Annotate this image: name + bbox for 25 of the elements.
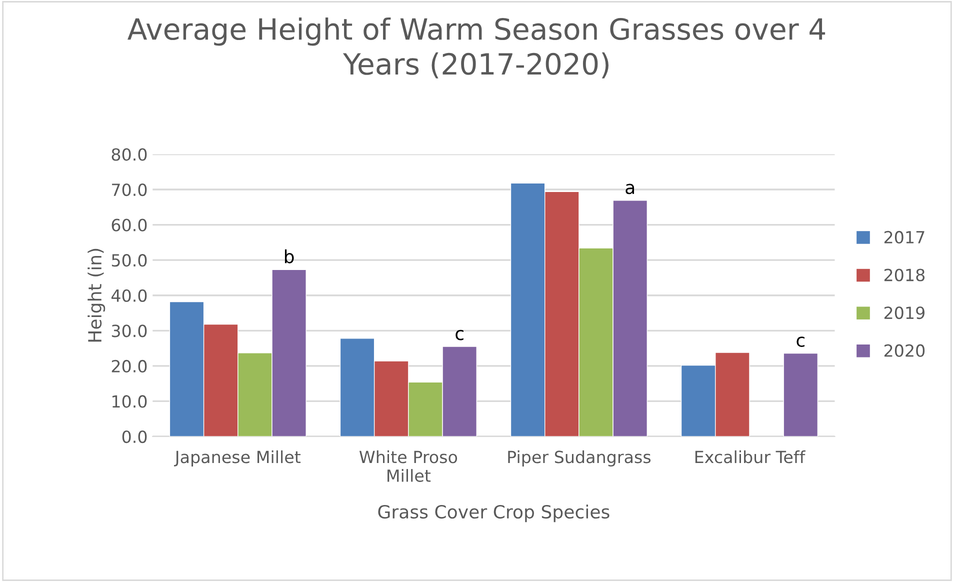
chart-title: Average Height of Warm Season Grasses over 4 Years (2017-2020) bbox=[128, 17, 826, 78]
y-tick-label: 70.0 bbox=[112, 183, 147, 196]
legend-label: 2019 bbox=[884, 306, 924, 320]
annotation: c bbox=[796, 336, 804, 347]
y-tick-label: 80.0 bbox=[112, 148, 147, 161]
x-tick-label: Japanese Millet bbox=[174, 450, 301, 467]
annotation: b bbox=[284, 249, 294, 264]
y-tick-label: 10.0 bbox=[112, 395, 147, 408]
y-tick-label: 50.0 bbox=[112, 254, 147, 267]
y-tick-label: 20.0 bbox=[112, 360, 147, 372]
bar bbox=[783, 352, 818, 436]
x-tick-label: White Proso Millet bbox=[359, 450, 458, 482]
legend-label: 2017 bbox=[884, 230, 924, 244]
legend-label: 2020 bbox=[884, 344, 925, 357]
y-tick-label: 0.0 bbox=[122, 430, 147, 444]
y-tick-label: 60.0 bbox=[112, 218, 147, 232]
y-tick-label: 40.0 bbox=[111, 289, 147, 302]
annotation: a bbox=[626, 184, 634, 194]
legend-label: 2018 bbox=[884, 268, 925, 282]
x-tick-label: Piper Sudangrass bbox=[508, 450, 651, 467]
y-tick-label: 30.0 bbox=[112, 324, 147, 338]
x-axis-title: Grass Cover Crop Species bbox=[378, 504, 610, 522]
annotation: c bbox=[456, 330, 464, 340]
x-tick-label: Excalibur Teff bbox=[695, 450, 806, 464]
y-axis-title: Height (in) bbox=[88, 248, 106, 342]
